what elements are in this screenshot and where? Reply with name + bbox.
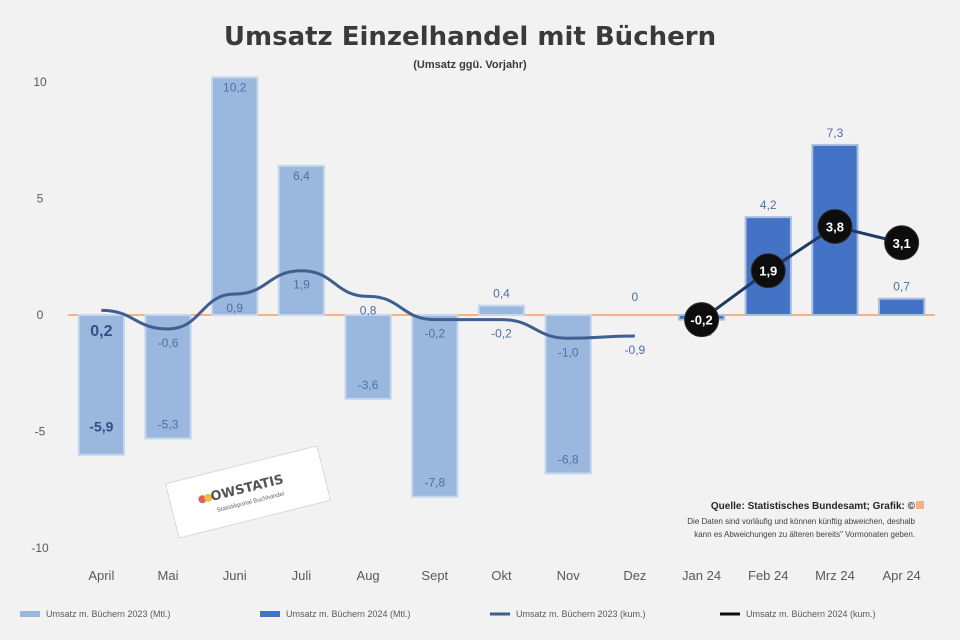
data-label-line-2023: -0,2 xyxy=(491,327,512,341)
data-label-line-2023: -1,0 xyxy=(558,345,579,359)
data-label-april-bar: 0,2 xyxy=(90,323,112,340)
logo: OWSTATIS Statistikportal Buchhandel xyxy=(164,445,332,539)
data-label-bar: 0 xyxy=(632,290,639,304)
bar-2023 xyxy=(477,304,526,316)
data-label-line-2023: -0,9 xyxy=(625,343,646,357)
x-tick-label: Sept xyxy=(421,568,448,583)
legend-label: Umsatz m. Büchern 2024 (kum.) xyxy=(746,609,876,619)
legend: Umsatz m. Büchern 2023 (Mtl.) Umsatz m. B… xyxy=(20,609,876,619)
bar-2023 xyxy=(344,314,392,400)
bar-2023 xyxy=(144,314,192,440)
y-tick-label: 5 xyxy=(37,192,44,206)
x-tick-label: Mrz 24 xyxy=(815,568,855,583)
y-tick-label: 0 xyxy=(37,308,44,322)
series-line-2024 xyxy=(700,224,903,321)
x-tick-label: Feb 24 xyxy=(748,568,788,583)
line-2023: -0,6 0,9 1,9 0,8 -0,2 -0,2 -1,0 -0,9 xyxy=(101,269,646,359)
chart-subtitle: (Umsatz ggü. Vorjahr) xyxy=(413,59,527,71)
bar-2023 xyxy=(411,314,459,498)
data-label-bar: -6,8 xyxy=(558,452,579,466)
data-label-bar: -5,3 xyxy=(158,417,179,431)
marker-2024 xyxy=(750,253,786,289)
bar-2023 xyxy=(544,314,592,475)
marker-2024 xyxy=(884,225,920,261)
data-label-line-2024: 3,1 xyxy=(893,236,911,251)
line-2024: -0,2 1,9 3,8 3,1 xyxy=(684,208,920,338)
data-label-bar: 0,4 xyxy=(493,287,510,301)
x-tick-label: Nov xyxy=(557,568,581,583)
data-label-bar: 0,7 xyxy=(893,280,910,294)
x-tick-label: Jan 24 xyxy=(682,568,721,583)
source-line: Quelle: Statistisches Bundesamt; Grafik:… xyxy=(711,501,916,512)
bars-2024 xyxy=(677,143,926,321)
source-mark xyxy=(916,501,924,509)
bar-2023 xyxy=(77,314,126,456)
data-label-bar: 7,3 xyxy=(827,126,844,140)
data-label-line-2024: 1,9 xyxy=(759,264,777,279)
y-tick-label: -10 xyxy=(31,541,49,555)
legend-label: Umsatz m. Büchern 2024 (Mtl.) xyxy=(286,609,411,619)
data-label-line-2024: -0,2 xyxy=(690,313,712,328)
x-tick-label: Apr 24 xyxy=(882,568,920,583)
data-label-line-2023: 0,8 xyxy=(360,303,377,317)
source-note-2: kann es Abweichungen zu älteren bereits"… xyxy=(694,530,915,539)
x-tick-label: Aug xyxy=(357,568,380,583)
data-label-april-line: -5,9 xyxy=(89,419,113,435)
bar-labels: -5,3 10,2 6,4 -3,6 -7,8 0,4 -6,8 0 -0,2 4,2 7,3 0,7 xyxy=(158,80,911,489)
legend-swatch xyxy=(20,611,40,617)
marker-2024 xyxy=(684,302,720,338)
x-tick-label: Juli xyxy=(292,568,312,583)
bar-2024 xyxy=(877,297,926,317)
y-tick-label: -5 xyxy=(35,425,46,439)
bar-2023 xyxy=(211,76,259,316)
data-label-bar: 10,2 xyxy=(223,80,247,94)
data-label-line-2023: -0,2 xyxy=(424,327,445,341)
data-label-bar: -3,6 xyxy=(358,378,379,392)
data-label-line-2024: 3,8 xyxy=(826,219,844,234)
x-tick-label: April xyxy=(88,568,114,583)
y-tick-label: 10 xyxy=(33,75,47,89)
data-label-bar: 4,2 xyxy=(760,198,777,212)
legend-swatch xyxy=(260,611,280,617)
data-label-line-2023: 1,9 xyxy=(293,278,310,292)
x-tick-label: Dez xyxy=(623,568,646,583)
data-label-line-2023: 0,9 xyxy=(226,301,243,315)
series-line-2023 xyxy=(101,269,635,340)
x-axis: April Mai Juni Juli Aug Sept Okt Nov Dez Jan 24 Fe… xyxy=(88,568,920,583)
data-label-line-2023: -0,6 xyxy=(158,336,179,350)
marker-2024 xyxy=(817,208,853,244)
bars-2023 xyxy=(77,76,592,498)
legend-label: Umsatz m. Büchern 2023 (kum.) xyxy=(516,609,646,619)
y-axis: 10 5 0 -5 -10 xyxy=(31,75,49,555)
data-label-bar: 6,4 xyxy=(293,169,310,183)
chart-title: Umsatz Einzelhandel mit Büchern xyxy=(224,22,716,52)
x-tick-label: Juni xyxy=(223,568,247,583)
x-tick-label: Okt xyxy=(491,568,512,583)
x-tick-label: Mai xyxy=(158,568,179,583)
legend-label: Umsatz m. Büchern 2023 (Mtl.) xyxy=(46,609,171,619)
source-note-1: Die Daten sind vorläufig und können künf… xyxy=(687,517,915,526)
data-label-bar: -7,8 xyxy=(424,476,445,490)
bar-2023 xyxy=(277,164,326,316)
